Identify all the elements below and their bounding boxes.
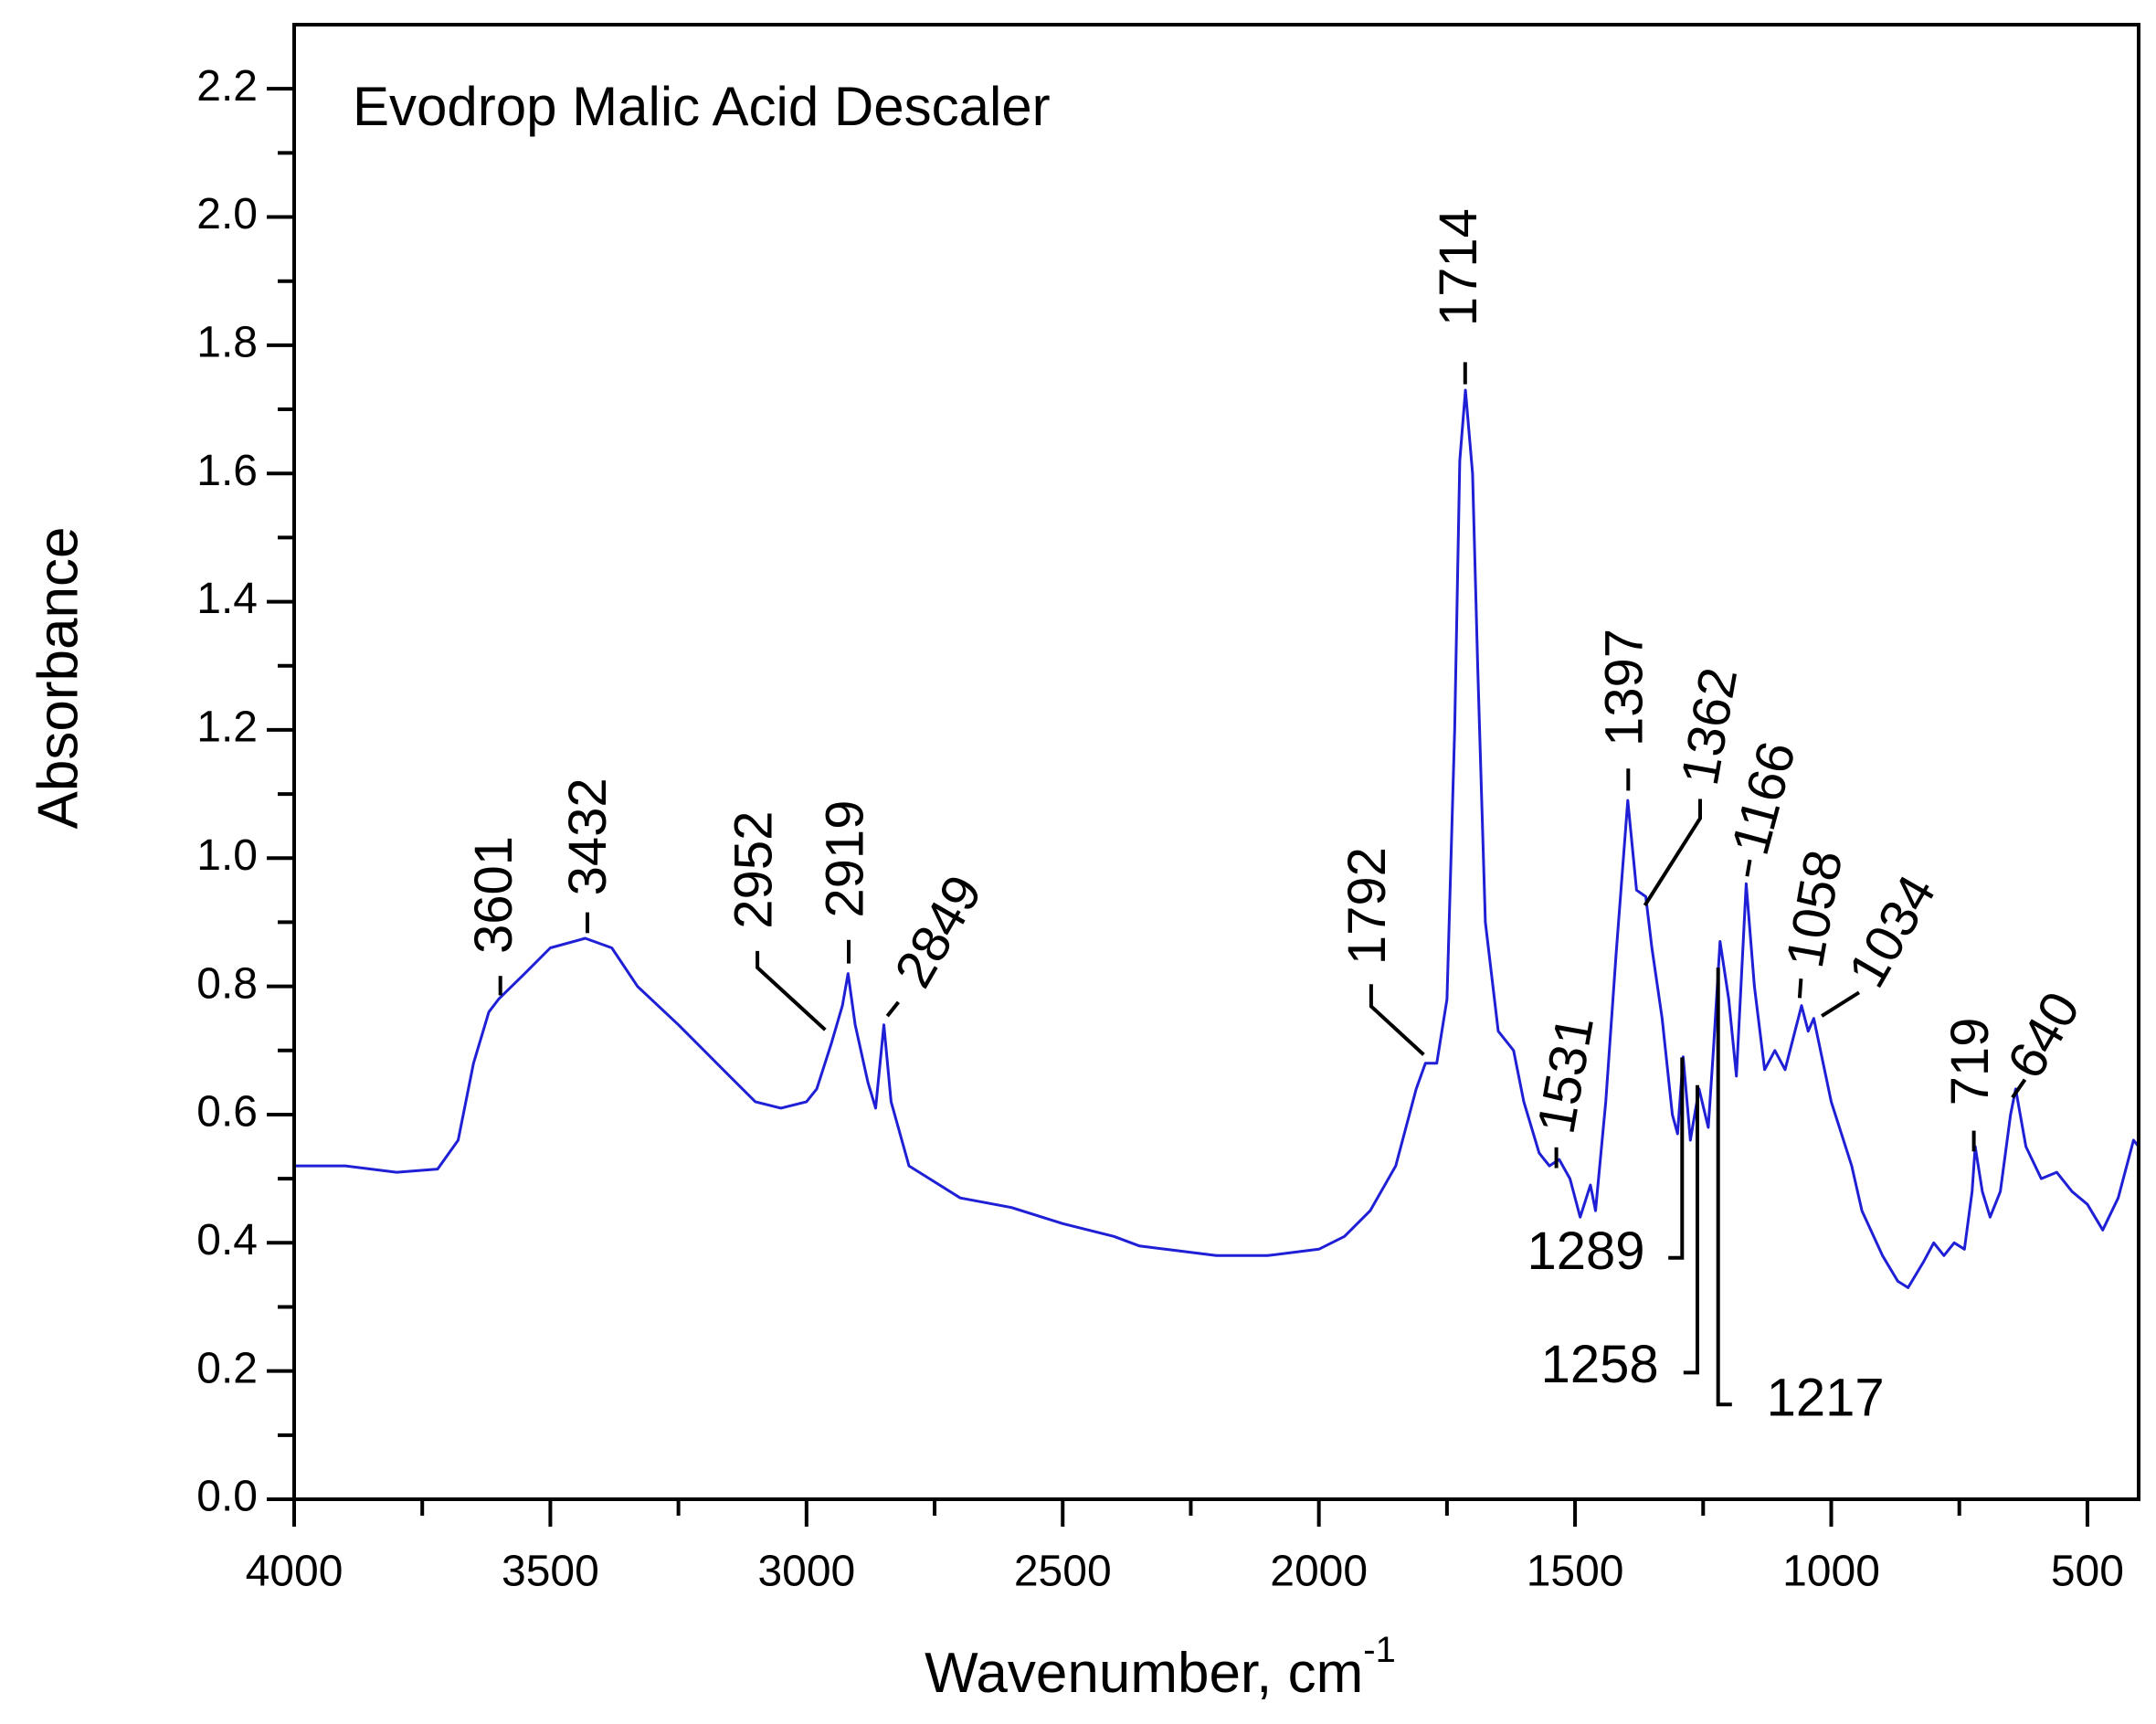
y-tick-label: 0.2	[196, 1344, 258, 1392]
y-tick-label: 1.8	[196, 319, 258, 367]
peak-label: 1289	[1527, 1222, 1644, 1281]
peak-leader	[885, 1000, 900, 1018]
peak-label: 1058	[1775, 846, 1854, 972]
y-tick-label: 0.8	[196, 959, 258, 1008]
y-tick-label: 0.4	[196, 1216, 258, 1264]
peak-leader	[1683, 1084, 1699, 1375]
y-tick-label: 1.4	[196, 575, 258, 623]
x-tick-label: 2000	[1270, 1548, 1368, 1596]
x-tick-label: 1500	[1527, 1548, 1624, 1596]
x-axis-label-text: Wavenumber, cm	[925, 1642, 1363, 1705]
y-tick-label: 2.2	[196, 62, 258, 111]
x-axis-label: Wavenumber, cm-1	[925, 1630, 1396, 1706]
peak-label: 2919	[815, 800, 874, 918]
peak-label: 1531	[1527, 1011, 1605, 1137]
peak-label: 3601	[464, 836, 523, 954]
peak-label: 719	[1940, 1018, 2000, 1106]
x-tick-label: 1000	[1782, 1548, 1880, 1596]
peak-leader	[2011, 1078, 2027, 1099]
peak-leader	[1643, 799, 1702, 907]
x-tick-label: 3000	[757, 1548, 855, 1596]
x-axis-label-superscript: -1	[1363, 1630, 1396, 1670]
x-tick-label: 3500	[502, 1548, 599, 1596]
peak-label: 640	[1996, 982, 2092, 1088]
x-tick-label: 500	[2051, 1548, 2124, 1596]
x-tick-label: 4000	[246, 1548, 343, 1596]
peak-label: 3432	[558, 777, 618, 895]
peak-label: 1258	[1541, 1335, 1659, 1394]
peak-label: 1397	[1595, 629, 1654, 746]
y-tick-label: 0.0	[196, 1473, 258, 1521]
peak-leader	[1716, 968, 1732, 1407]
peak-label: 2952	[724, 811, 783, 929]
plot-frame	[292, 23, 2140, 1501]
y-axis-label: Absorbance	[26, 527, 90, 830]
peak-label: 1792	[1337, 847, 1397, 965]
y-tick-label: 1.0	[196, 831, 258, 880]
y-tick-label: 0.6	[196, 1088, 258, 1137]
peak-leader	[756, 950, 827, 1031]
spectrum-line	[294, 388, 2140, 1289]
y-tick-label: 2.0	[196, 190, 258, 238]
x-tick-label: 2500	[1014, 1548, 1112, 1596]
peak-label: 2849	[883, 865, 994, 997]
chart-title: Evodrop Malic Acid Descaler	[353, 76, 1051, 137]
peak-label: 1217	[1767, 1369, 1885, 1428]
peak-label: 1362	[1670, 663, 1749, 789]
peak-leader	[1668, 1057, 1685, 1260]
y-tick-label: 1.6	[196, 447, 258, 495]
peak-leader	[1369, 984, 1425, 1056]
peak-leader	[1797, 978, 1803, 999]
peak-leader	[1821, 990, 1861, 1018]
peak-leader	[1745, 859, 1752, 877]
y-tick-label: 1.2	[196, 703, 258, 752]
peak-label: 1034	[1837, 865, 1948, 997]
peak-label: 1714	[1429, 208, 1488, 326]
